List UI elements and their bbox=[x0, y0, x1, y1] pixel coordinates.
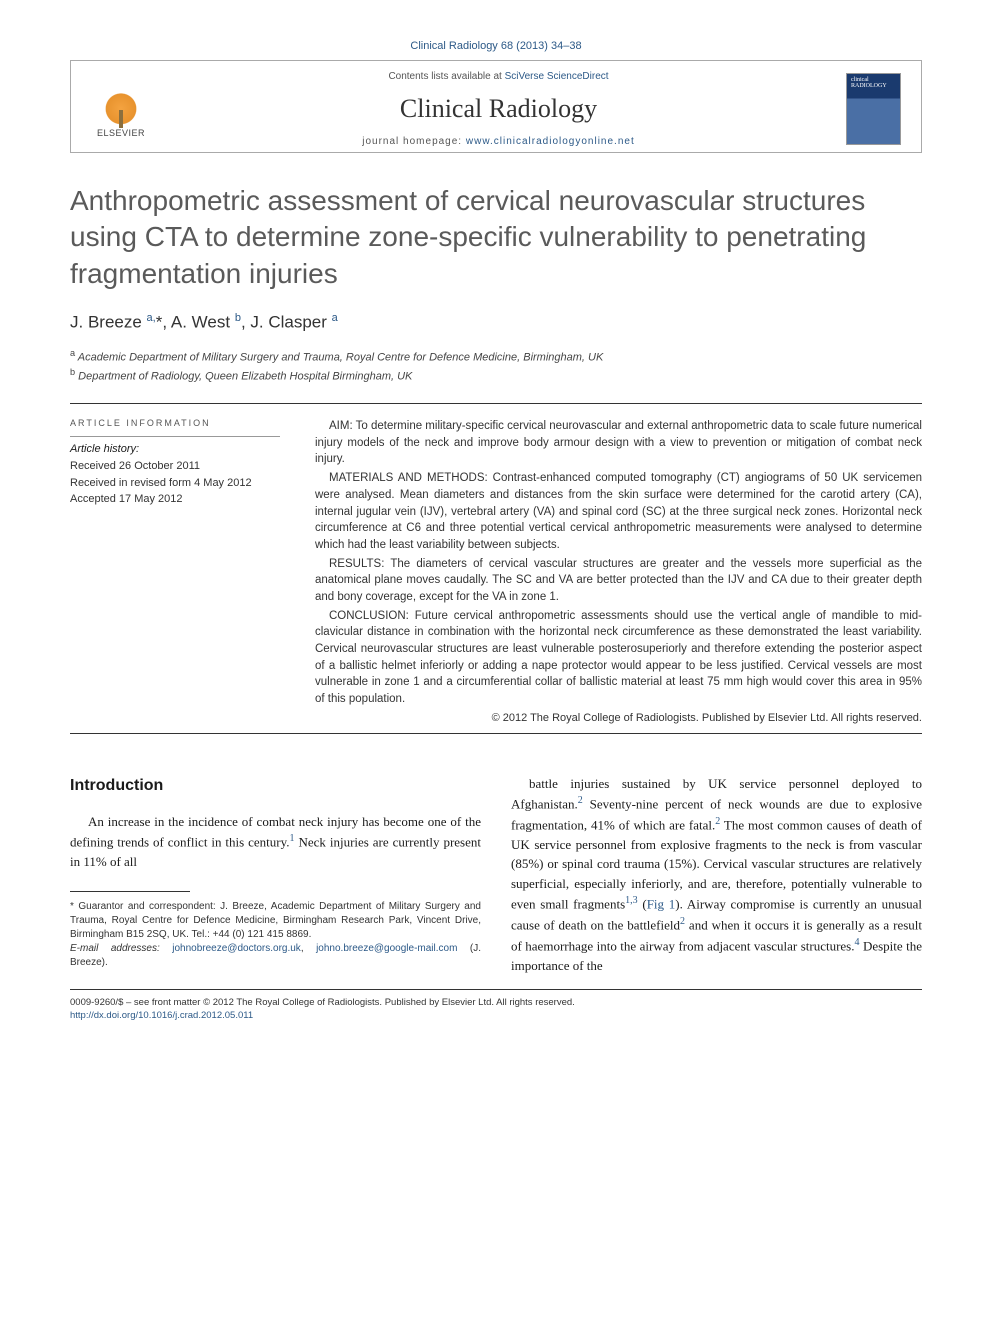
article-info-column: ARTICLE INFORMATION Article history: Rec… bbox=[70, 418, 280, 726]
journal-header-box: ELSEVIER Contents lists available at Sci… bbox=[70, 60, 922, 153]
intro-paragraph-right: battle injuries sustained by UK service … bbox=[511, 774, 922, 976]
abstract-column: AIM: To determine military-specific cerv… bbox=[315, 418, 922, 726]
guarantor-footnote: * Guarantor and correspondent: J. Breeze… bbox=[70, 900, 481, 942]
introduction-heading: Introduction bbox=[70, 774, 481, 798]
footnotes: * Guarantor and correspondent: J. Breeze… bbox=[70, 900, 481, 970]
divider-top bbox=[70, 403, 922, 404]
homepage-prefix: journal homepage: bbox=[362, 136, 466, 147]
intro-paragraph-left: An increase in the incidence of combat n… bbox=[70, 812, 481, 872]
publisher-name: ELSEVIER bbox=[97, 128, 145, 138]
author-3: J. Clasper bbox=[250, 313, 327, 332]
fig-1-ref[interactable]: Fig 1 bbox=[647, 896, 676, 911]
ref-2b[interactable]: 2 bbox=[715, 816, 720, 827]
ref-4[interactable]: 4 bbox=[855, 937, 860, 948]
ref-2a[interactable]: 2 bbox=[578, 795, 583, 806]
corresponding-marker: * bbox=[156, 313, 163, 332]
divider-bottom bbox=[70, 733, 922, 734]
ref-1-3[interactable]: 1,3 bbox=[625, 895, 638, 906]
email-link-1[interactable]: johnobreeze@doctors.org.uk bbox=[172, 943, 301, 954]
elsevier-tree-icon bbox=[97, 80, 145, 128]
abstract-conclusion: CONCLUSION: Future cervical anthropometr… bbox=[315, 608, 922, 708]
author-2: A. West bbox=[171, 313, 230, 332]
body-column-right: battle injuries sustained by UK service … bbox=[511, 774, 922, 976]
bottom-metadata: 0009-9260/$ – see front matter © 2012 Th… bbox=[70, 996, 922, 1023]
elsevier-logo[interactable]: ELSEVIER bbox=[91, 74, 151, 144]
ref-2c[interactable]: 2 bbox=[680, 916, 685, 927]
journal-cover-thumbnail[interactable]: clinical RADIOLOGY bbox=[846, 73, 901, 145]
author-2-affil: b bbox=[235, 312, 241, 324]
sciencedirect-link[interactable]: SciVerse ScienceDirect bbox=[505, 71, 609, 82]
body-column-left: Introduction An increase in the incidenc… bbox=[70, 774, 481, 976]
email-label: E-mail addresses: bbox=[70, 943, 160, 954]
journal-homepage-line: journal homepage: www.clinicalradiologyo… bbox=[151, 136, 846, 147]
abstract-results: RESULTS: The diameters of cervical vascu… bbox=[315, 556, 922, 606]
footnote-separator bbox=[70, 891, 190, 892]
contents-prefix: Contents lists available at bbox=[388, 71, 504, 82]
journal-homepage-link[interactable]: www.clinicalradiologyonline.net bbox=[466, 136, 635, 147]
contents-available-line: Contents lists available at SciVerse Sci… bbox=[151, 71, 846, 82]
article-history-label: Article history: bbox=[70, 436, 280, 455]
affiliation-b: b Department of Radiology, Queen Elizabe… bbox=[70, 366, 922, 385]
abstract-aim: AIM: To determine military-specific cerv… bbox=[315, 418, 922, 468]
article-info-heading: ARTICLE INFORMATION bbox=[70, 418, 280, 428]
ref-1[interactable]: 1 bbox=[290, 833, 295, 844]
journal-name: Clinical Radiology bbox=[151, 94, 846, 124]
author-1: J. Breeze bbox=[70, 313, 142, 332]
issn-copyright-line: 0009-9260/$ – see front matter © 2012 Th… bbox=[70, 996, 922, 1009]
doi-link[interactable]: http://dx.doi.org/10.1016/j.crad.2012.05… bbox=[70, 1010, 253, 1021]
affiliations: a Academic Department of Military Surger… bbox=[70, 347, 922, 385]
bottom-divider bbox=[70, 989, 922, 990]
affiliation-a: a Academic Department of Military Surger… bbox=[70, 347, 922, 366]
received-date: Received 26 October 2011 bbox=[70, 458, 280, 475]
email-footnote: E-mail addresses: johnobreeze@doctors.or… bbox=[70, 942, 481, 970]
abstract-copyright: © 2012 The Royal College of Radiologists… bbox=[315, 711, 922, 727]
cover-label: clinical RADIOLOGY bbox=[851, 77, 900, 89]
article-title: Anthropometric assessment of cervical ne… bbox=[70, 183, 922, 292]
author-1-affil: a, bbox=[147, 312, 156, 324]
abstract-methods: MATERIALS AND METHODS: Contrast-enhanced… bbox=[315, 470, 922, 553]
journal-citation: Clinical Radiology 68 (2013) 34–38 bbox=[70, 40, 922, 52]
accepted-date: Accepted 17 May 2012 bbox=[70, 491, 280, 508]
revised-date: Received in revised form 4 May 2012 bbox=[70, 475, 280, 492]
author-3-affil: a bbox=[332, 312, 338, 324]
author-list: J. Breeze a,*, A. West b, J. Clasper a bbox=[70, 312, 922, 333]
email-link-2[interactable]: johno.breeze@google-mail.com bbox=[316, 943, 457, 954]
